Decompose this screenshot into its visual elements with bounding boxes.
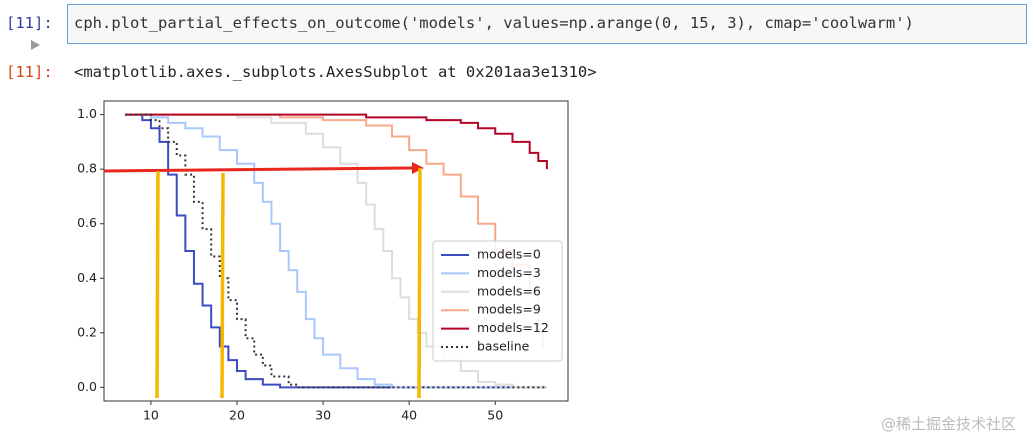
y-tick-label: 0.2: [77, 324, 97, 339]
series-line: [125, 113, 547, 389]
output-text: <matplotlib.axes._subplots.AxesSubplot a…: [74, 63, 597, 81]
series-line: [125, 113, 547, 389]
annotation-marker: [155, 170, 160, 399]
y-tick-label: 0.6: [77, 215, 97, 230]
x-tick-label: 50: [487, 408, 503, 423]
annotation-marker: [417, 167, 422, 399]
y-tick-label: 1.0: [77, 106, 97, 121]
legend-box: [432, 240, 563, 362]
x-tick-label: 30: [315, 408, 331, 423]
x-tick-label: 10: [143, 408, 159, 423]
annotation-arrow: [103, 166, 413, 173]
watermark: @稀土掘金技术社区: [880, 415, 1016, 433]
legend-label: models=0: [477, 247, 541, 262]
input-prompt: [11]:: [6, 14, 53, 32]
y-tick-label: 0.0: [77, 379, 97, 394]
code-cell[interactable]: cph.plot_partial_effects_on_outcome('mod…: [67, 4, 1027, 44]
legend-label: models=6: [477, 283, 541, 298]
y-tick-label: 0.4: [77, 270, 97, 285]
x-tick-label: 40: [401, 408, 417, 423]
output-prompt: [11]:: [6, 63, 53, 81]
legend-label: baseline: [477, 339, 530, 354]
annotation-marker: [220, 172, 225, 399]
annotation-arrowhead: [412, 162, 424, 174]
series-line: [125, 113, 548, 170]
code[interactable]: cph.plot_partial_effects_on_outcome('mod…: [74, 14, 914, 32]
legend-label: models=3: [477, 265, 541, 280]
x-tick-label: 20: [229, 408, 245, 423]
collapse-arrow[interactable]: [31, 40, 40, 50]
plot-frame: [103, 100, 569, 402]
legend-label: models=12: [477, 320, 549, 335]
y-tick-label: 0.8: [77, 161, 97, 176]
series-line: [125, 113, 547, 389]
legend-label: models=9: [477, 302, 541, 317]
